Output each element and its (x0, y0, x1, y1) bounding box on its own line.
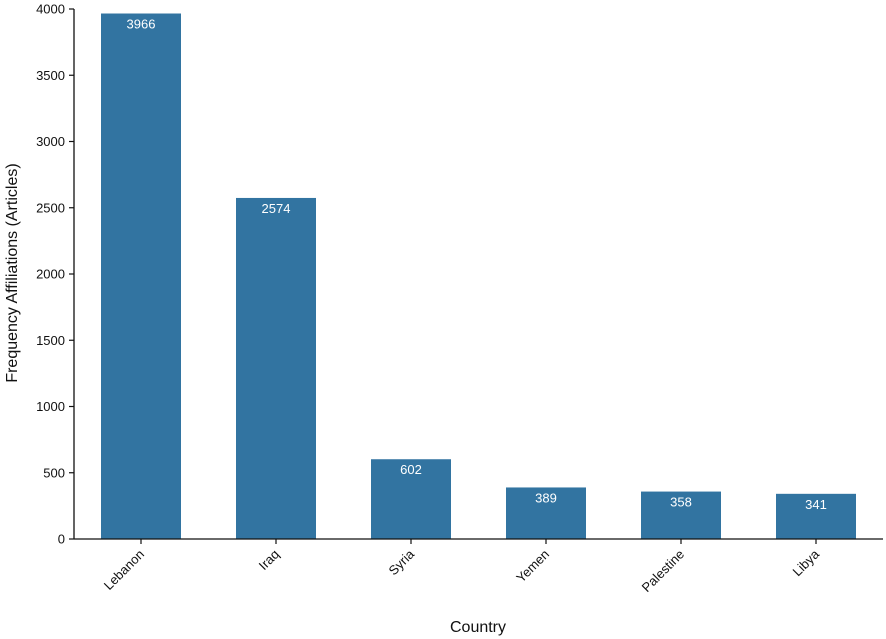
data-labels-group: 3966 2574 602 389 358 341 (127, 17, 827, 512)
y-tick-label: 3000 (36, 134, 65, 149)
bar (371, 459, 451, 539)
y-tick-label: 2000 (36, 267, 65, 282)
x-tick-label: Syria (386, 546, 418, 578)
x-axis-ticks: Lebanon Iraq Syria Yemen Palestine Libya (101, 539, 823, 595)
bar-value-label: 341 (805, 497, 827, 512)
bar-value-label: 358 (670, 495, 692, 510)
bar (101, 13, 181, 539)
y-tick-label: 2500 (36, 200, 65, 215)
bar-value-label: 3966 (127, 17, 156, 32)
y-tick-label: 500 (43, 465, 65, 480)
bar (236, 197, 316, 539)
bar (641, 491, 721, 539)
y-tick-label: 1000 (36, 399, 65, 414)
bar (506, 487, 586, 539)
y-axis-ticks: 0 500 1000 1500 2000 2500 3000 3500 4000 (36, 2, 74, 547)
x-tick-label: Iraq (256, 547, 282, 573)
x-tick-label: Palestine (639, 547, 687, 595)
x-tick-label: Libya (790, 546, 823, 579)
y-axis-title: Frequency Affiliations (Articles) (4, 163, 21, 382)
bar-value-label: 602 (400, 462, 422, 477)
x-axis-title: Country (450, 619, 506, 636)
y-tick-label: 0 (58, 532, 65, 547)
y-tick-label: 3500 (36, 68, 65, 83)
x-tick-label: Lebanon (101, 547, 147, 593)
bar-value-label: 389 (535, 490, 557, 505)
y-tick-label: 4000 (36, 2, 65, 17)
x-tick-label: Yemen (513, 547, 552, 586)
bar-value-label: 2574 (262, 201, 291, 216)
y-tick-label: 1500 (36, 333, 65, 348)
bars-group (101, 13, 856, 539)
bar (776, 493, 856, 539)
